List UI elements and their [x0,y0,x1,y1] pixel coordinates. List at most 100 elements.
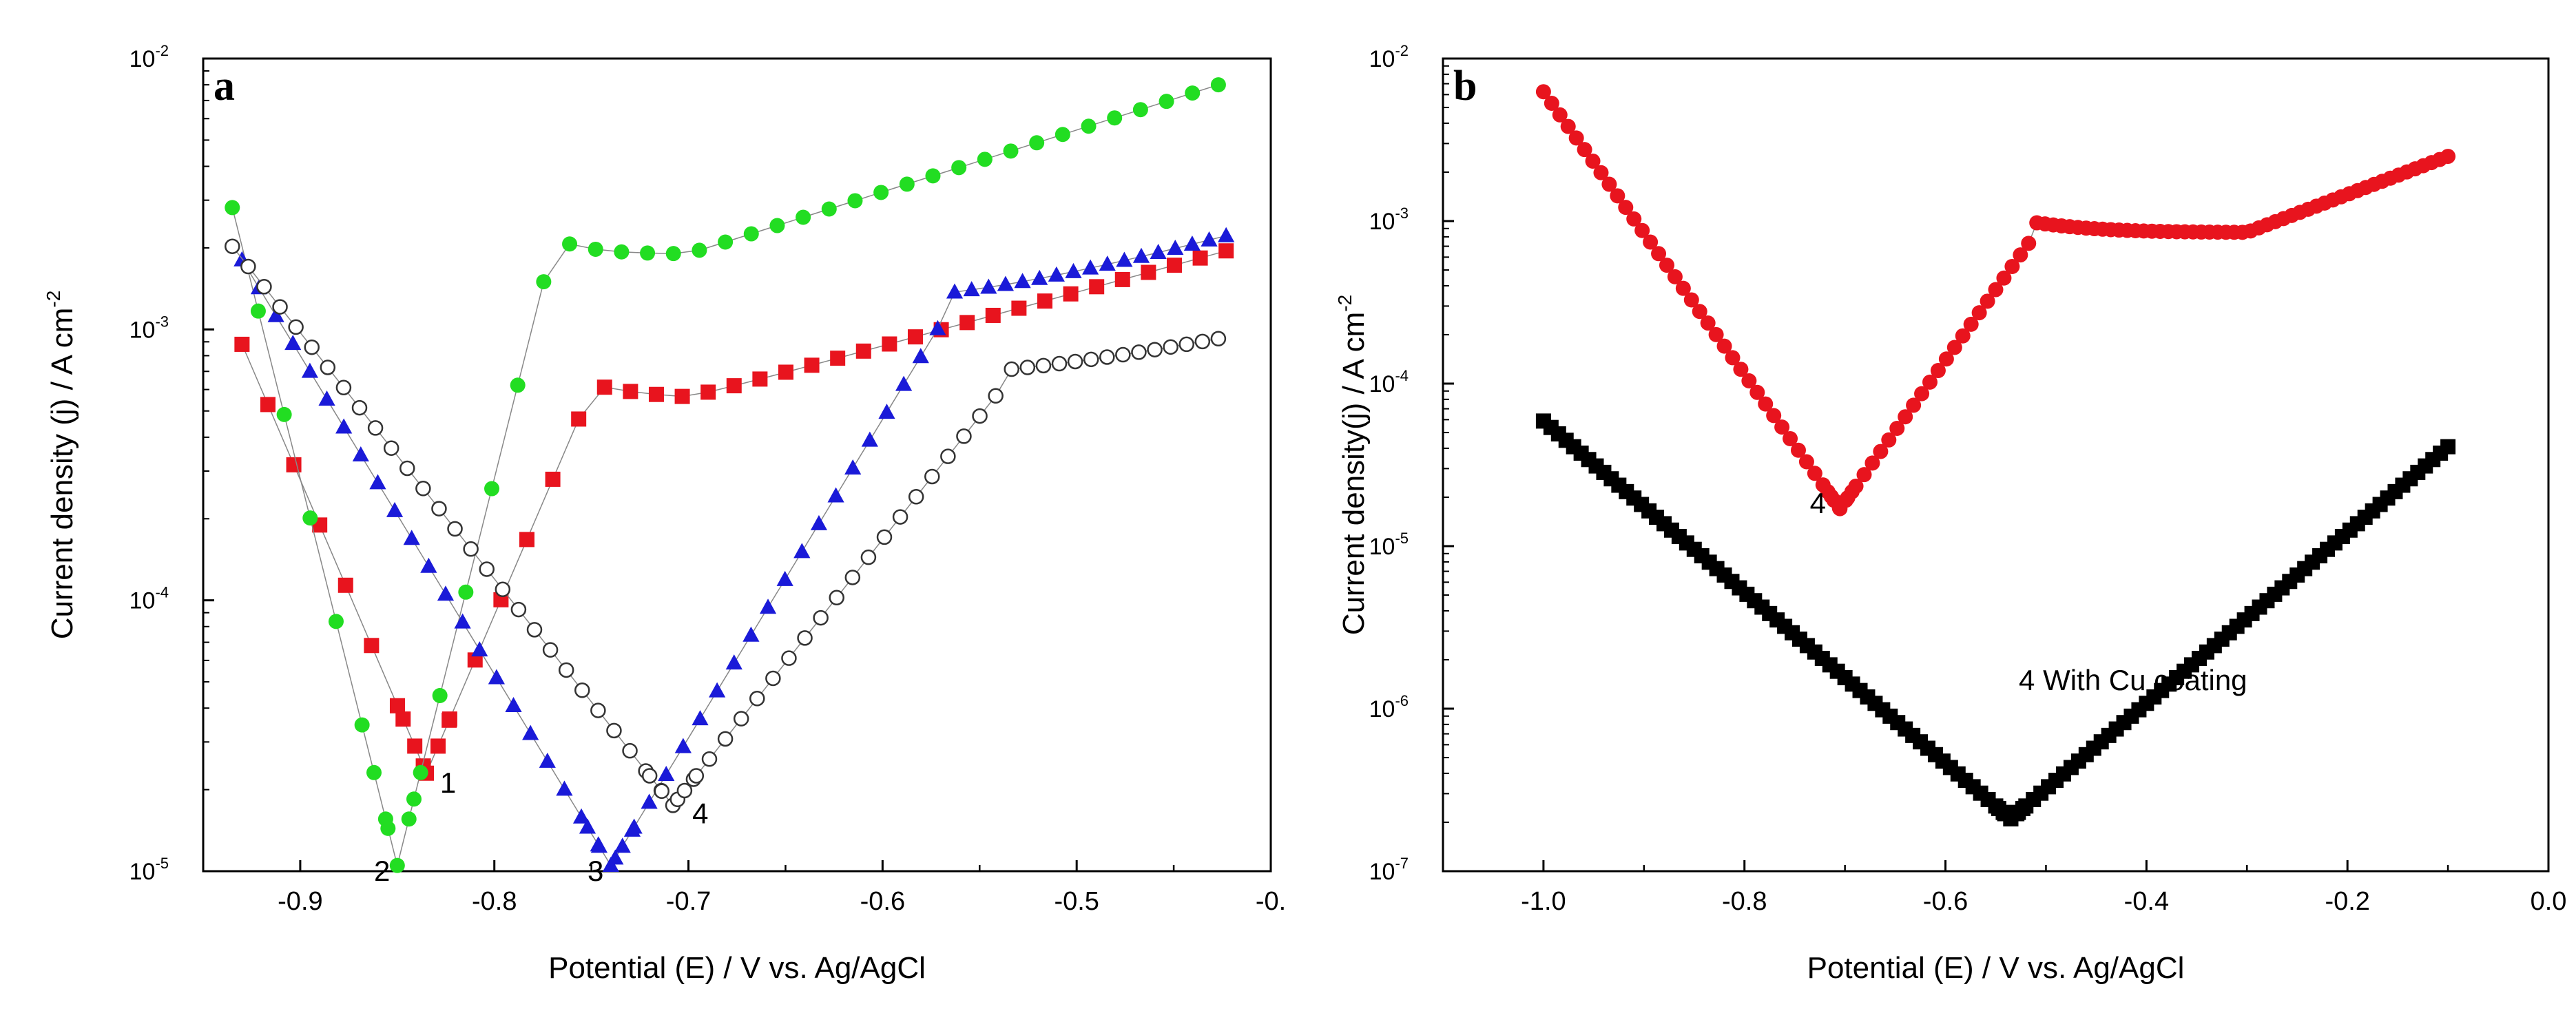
data-point [505,697,522,713]
data-point [892,509,908,525]
data-point [328,614,344,629]
data-point [1116,251,1133,267]
data-point [1089,279,1105,295]
data-point [2013,247,2028,263]
data-point [912,348,929,364]
data-point [709,682,726,698]
data-point [458,584,474,600]
data-point [1141,264,1156,280]
data-point [1194,333,1211,350]
data-point [985,307,1001,323]
data-point [1914,386,1930,402]
data-point [1980,293,1995,309]
data-point [380,820,396,836]
data-point [447,521,463,537]
data-point [369,474,386,490]
plot-frame [202,57,1272,873]
data-point [1610,188,1625,204]
data-point [1898,409,1913,425]
series-2 [1535,84,2456,517]
data-point [510,377,526,393]
data-point [2021,236,2037,251]
data-point [389,857,405,873]
data-point [539,752,556,768]
data-point [882,336,897,352]
data-point [692,242,707,258]
data-point [749,691,765,707]
data-point [1577,142,1592,158]
data-point [781,650,797,666]
data-point [1035,357,1052,374]
data-point [977,152,993,167]
x-tick-label: -0.7 [666,887,711,916]
data-point [415,481,431,497]
data-point [588,241,603,257]
data-point [1003,143,1019,159]
data-point [463,541,479,557]
data-point [1790,442,1806,458]
data-point [234,336,250,352]
data-point [364,638,380,654]
series-1 [1535,413,2456,826]
data-point [876,529,893,545]
data-point [536,274,552,290]
data-point [302,510,318,526]
data-point [574,682,590,698]
x-tick-label: -0.5 [1054,887,1099,916]
data-point [1568,130,1584,146]
data-point [606,722,622,739]
data-point [810,514,828,530]
data-point [1675,280,1691,296]
data-point [988,388,1004,404]
data-point [2440,439,2456,455]
data-point [658,765,675,781]
data-point [776,570,793,586]
data-point [430,738,446,754]
data-point [1906,397,1922,413]
data-point [765,670,781,687]
data-point [1774,419,1790,435]
data-point [442,711,457,727]
data-point [1659,258,1674,273]
data-point [674,388,690,404]
data-point [1107,110,1123,126]
data-point [717,731,734,747]
data-point [571,411,587,427]
data-point [847,193,863,209]
data-point [946,283,964,299]
data-point [813,609,829,626]
data-point [951,160,967,176]
data-point [743,226,759,242]
data-point [924,468,940,485]
data-point [1019,359,1036,375]
data-point [878,404,895,419]
y-axis-title: Current density (j) / A cm-2 [43,291,79,640]
data-point [829,590,844,606]
data-point [1163,339,1178,355]
data-point [1889,421,1905,437]
data-point [676,782,693,799]
panel-letter: b [1453,63,1477,110]
data-point [700,384,716,400]
data-point [1971,305,1987,321]
data-point [1593,165,1609,180]
data-point [725,654,742,670]
data-point [623,384,638,399]
data-point [622,742,638,759]
data-point [899,176,915,192]
data-point [1014,273,1031,289]
data-point [1183,235,1201,251]
data-point [908,489,924,505]
data-point [940,448,956,464]
data-point [260,397,276,413]
data-point [674,738,692,753]
data-point [844,459,862,475]
y-axis-title: Current density(j) / A cm-2 [1334,295,1371,635]
data-point [1167,239,1184,255]
data-point [1922,374,1938,390]
data-point [1766,408,1782,424]
y-tick-label: 10-2 [1369,42,1409,72]
data-point [1873,444,1889,459]
data-point [726,378,742,394]
data-point [641,793,658,809]
